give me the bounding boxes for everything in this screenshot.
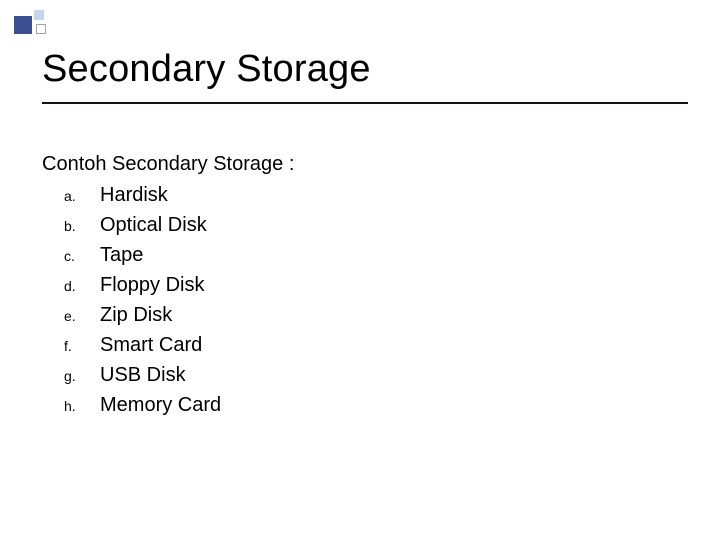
square-icon — [14, 16, 32, 34]
list-item-text: Optical Disk — [100, 211, 207, 240]
list-item-text: Zip Disk — [100, 301, 172, 330]
corner-decoration — [14, 10, 74, 40]
slide-title: Secondary Storage — [42, 48, 678, 91]
list-item-text: Tape — [100, 241, 143, 270]
list-item: a. Hardisk — [42, 181, 678, 210]
list-marker: d. — [42, 276, 100, 296]
list-item: e. Zip Disk — [42, 301, 678, 330]
slide-body: Contoh Secondary Storage : a. Hardisk b.… — [42, 150, 678, 421]
list-marker: g. — [42, 366, 100, 386]
list-marker: c. — [42, 246, 100, 266]
list-item: b. Optical Disk — [42, 211, 678, 240]
list-item: f. Smart Card — [42, 331, 678, 360]
square-icon — [36, 24, 46, 34]
list-item-text: Floppy Disk — [100, 271, 204, 300]
title-underline — [42, 102, 688, 104]
list-marker: a. — [42, 186, 100, 206]
list-item: h. Memory Card — [42, 391, 678, 420]
list-marker: f. — [42, 336, 100, 356]
list-item-text: Smart Card — [100, 331, 202, 360]
slide: Secondary Storage Contoh Secondary Stora… — [0, 0, 720, 540]
list-item: c. Tape — [42, 241, 678, 270]
list-marker: e. — [42, 306, 100, 326]
list-item-text: Memory Card — [100, 391, 221, 420]
list-item: d. Floppy Disk — [42, 271, 678, 300]
list-item: g. USB Disk — [42, 361, 678, 390]
square-icon — [34, 10, 44, 20]
intro-text: Contoh Secondary Storage : — [42, 150, 678, 179]
examples-list: a. Hardisk b. Optical Disk c. Tape d. Fl… — [42, 181, 678, 420]
list-marker: h. — [42, 396, 100, 416]
list-item-text: Hardisk — [100, 181, 168, 210]
list-item-text: USB Disk — [100, 361, 186, 390]
list-marker: b. — [42, 216, 100, 236]
